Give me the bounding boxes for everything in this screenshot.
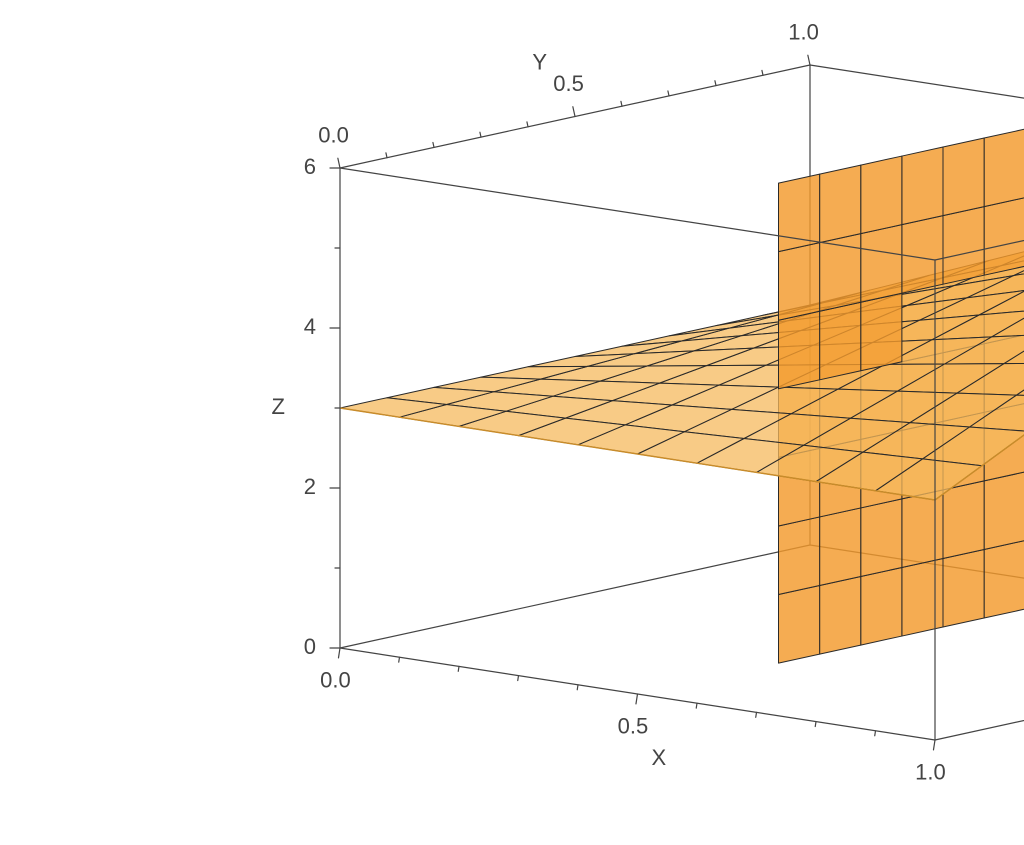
- 3d-plot: 0.0 0.5 1.0 X 0.0 0.5 1.0 Y 0 2 4 6 Z: [0, 0, 1024, 845]
- z-tick-label: 2: [304, 474, 316, 499]
- y-tick-label: 0.0: [318, 123, 349, 148]
- z-axis-label: Z: [272, 394, 285, 419]
- y-tick-label: 1.0: [788, 20, 819, 45]
- y-axis-label: Y: [532, 50, 547, 75]
- x-axis-label: X: [652, 745, 667, 770]
- x-tick-label: 0.5: [618, 713, 649, 738]
- x-tick-label: 1.0: [915, 759, 946, 784]
- y-tick-label: 0.5: [553, 71, 584, 96]
- x-tick-label: 0.0: [320, 667, 351, 692]
- z-tick-label: 4: [304, 314, 316, 339]
- z-tick-label: 6: [304, 154, 316, 179]
- z-tick-label: 0: [304, 634, 316, 659]
